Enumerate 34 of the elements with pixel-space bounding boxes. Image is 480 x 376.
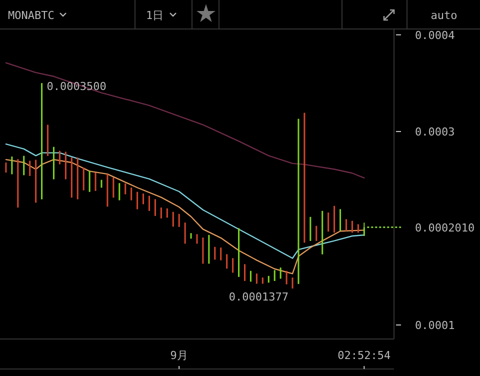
candlestick [340,208,342,232]
candlestick [363,222,365,236]
candlestick [88,170,90,192]
candlestick [154,198,156,216]
y-tick-label: 0.0003 [415,126,455,139]
text: 1日 [146,9,164,22]
candlestick [94,172,96,192]
candlestick [328,212,330,232]
candlestick [29,160,31,176]
line-series [5,158,365,274]
candlestick [160,207,162,219]
x-tick-label: 02:52:54 [338,349,392,362]
y-tick-label: 0.0001 [415,318,455,332]
candlestick [310,216,312,242]
candlestick [11,156,13,175]
candlestick [118,182,120,201]
text: auto [430,9,458,22]
text: MONABTC [8,9,54,22]
line-series [5,62,365,179]
candlestick [130,187,132,201]
annotation: 0.0001377 [228,290,289,304]
line-series [5,144,365,259]
candlestick [220,247,222,261]
x-tick-label: 9月 [170,349,188,362]
candlestick [178,213,180,228]
candlestick [286,270,288,285]
candlestick [184,222,186,244]
candlestick [274,270,276,282]
candlestick [232,258,234,274]
ref-line-label: 0.0002010 [415,221,475,234]
candlestick [82,167,84,191]
y-tick-label: 0.0004 [415,28,456,42]
candlestick [112,177,114,198]
candlestick [316,225,318,242]
